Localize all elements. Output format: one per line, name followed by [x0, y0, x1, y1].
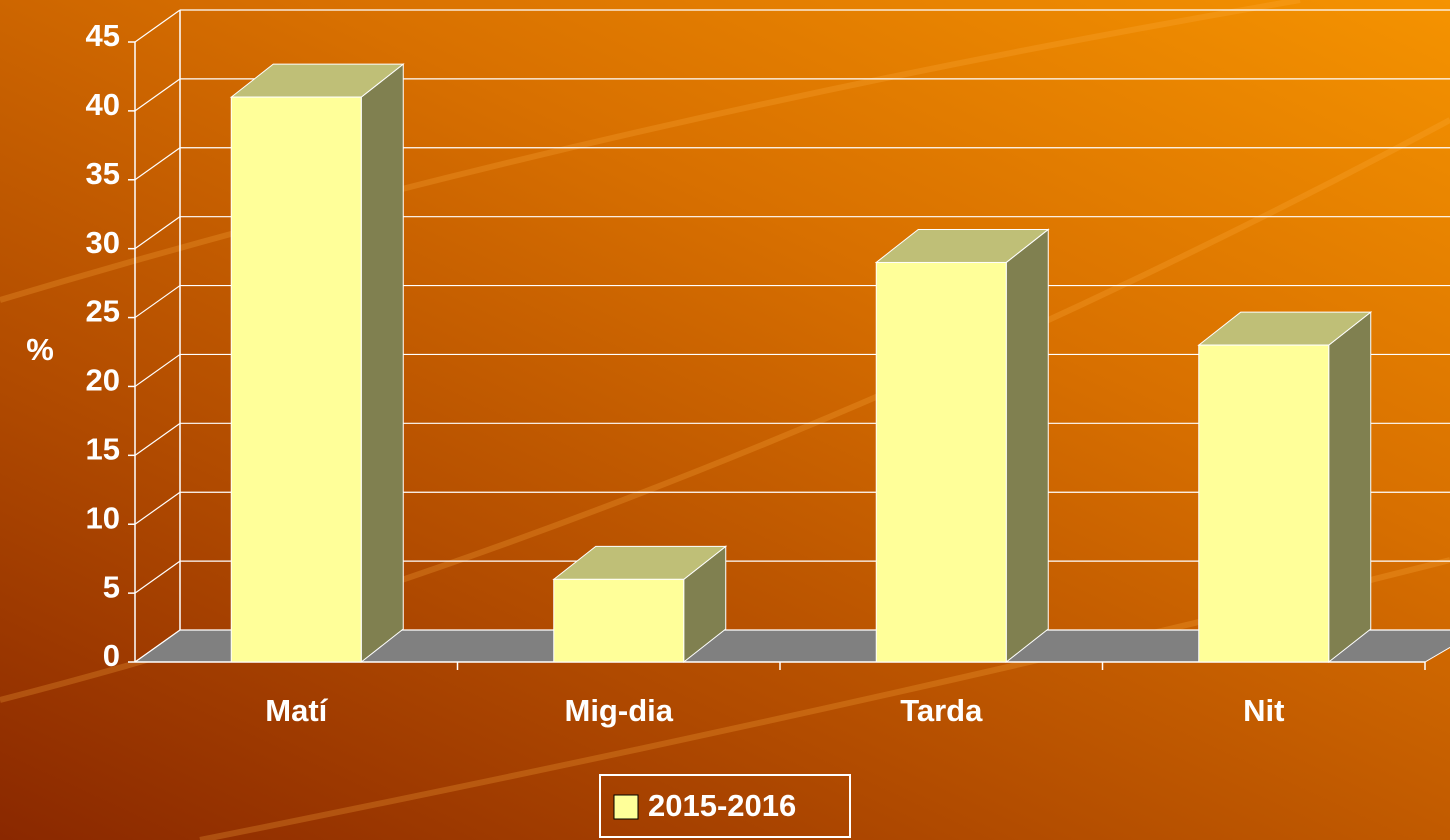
grid-line: [135, 10, 180, 42]
chart: % 2015-2016 0 5 10 15 20 25 30 35 40 45 Matí Mig-di…: [0, 0, 1450, 840]
y-tick-label: 35: [86, 156, 120, 191]
grid-line: [135, 79, 180, 111]
x-tick-label: Nit: [1243, 693, 1284, 728]
grid-line: [135, 217, 180, 249]
grid-line: [135, 148, 180, 180]
bar: [876, 262, 1006, 662]
x-tick-label: Tarda: [900, 693, 983, 728]
y-tick-label: 30: [86, 225, 120, 260]
grid-line: [135, 492, 180, 524]
y-tick-label: 25: [86, 294, 120, 329]
x-tick-label: Mig-dia: [565, 693, 674, 728]
y-tick-label: 0: [103, 638, 120, 673]
bar: [1199, 345, 1329, 662]
bar-side: [361, 64, 403, 662]
grid-line: [135, 561, 180, 593]
legend-label: 2015-2016: [648, 788, 796, 823]
y-tick-label: 15: [86, 432, 120, 467]
y-tick-label: 20: [86, 363, 120, 398]
bar-side: [1006, 229, 1048, 662]
x-tick-label: Matí: [265, 693, 328, 728]
y-axis-label: %: [26, 332, 54, 367]
y-tick-label: 40: [86, 87, 120, 122]
bar-side: [1329, 312, 1371, 662]
bar: [554, 579, 684, 662]
y-tick-label: 5: [103, 569, 120, 604]
legend-swatch: [614, 795, 638, 819]
y-tick-label: 45: [86, 18, 120, 53]
bar: [231, 97, 361, 662]
grid-line: [135, 354, 180, 386]
y-tick-label: 10: [86, 500, 120, 535]
grid-line: [135, 423, 180, 455]
grid-line: [135, 286, 180, 318]
arc: [0, 0, 1300, 300]
